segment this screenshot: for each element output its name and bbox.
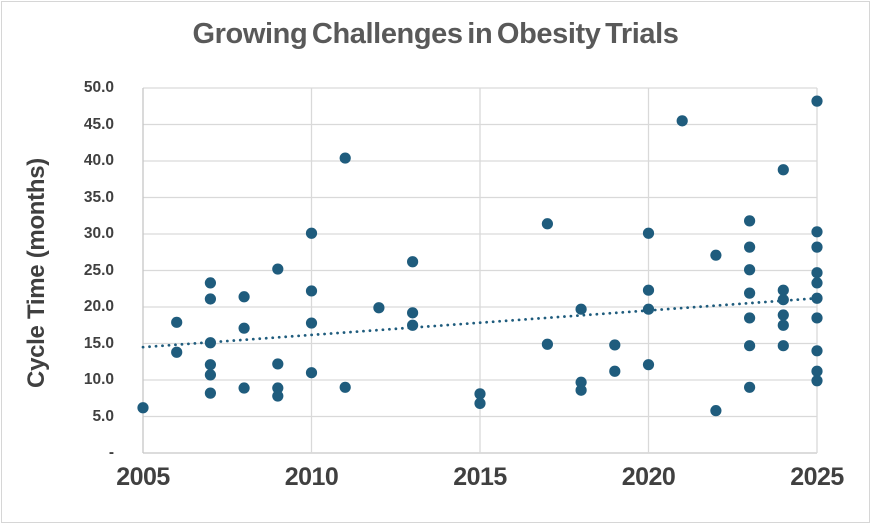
data-point [744, 264, 756, 276]
data-point [811, 345, 823, 357]
data-point [474, 388, 486, 400]
data-point [811, 267, 823, 279]
y-tick-label: 25.0 [83, 261, 114, 279]
data-point [272, 390, 284, 402]
data-point [609, 339, 621, 351]
data-point [407, 307, 419, 319]
data-point [811, 95, 823, 107]
data-point [238, 382, 250, 394]
data-point [373, 302, 385, 314]
data-point [541, 338, 553, 350]
data-point [204, 293, 216, 305]
x-tick-label: 2005 [116, 463, 170, 491]
data-point [305, 227, 318, 239]
y-tick-label: 50.0 [83, 79, 114, 96]
y-tick-label: 10.0 [83, 371, 114, 388]
data-point [339, 152, 351, 164]
data-point [811, 241, 823, 253]
x-tick-label: 2020 [621, 463, 676, 491]
data-point [474, 397, 486, 409]
y-tick-label: 20.0 [83, 298, 114, 315]
data-point [204, 277, 216, 289]
data-point [305, 285, 318, 297]
chart-title: Growing Challenges in Obesity Trials [192, 18, 679, 50]
data-point [407, 319, 419, 331]
data-point [744, 287, 756, 299]
data-point [777, 164, 789, 176]
data-point [575, 303, 587, 315]
data-point [609, 365, 621, 377]
data-point [541, 218, 553, 230]
data-point [642, 359, 655, 371]
data-point [272, 358, 284, 370]
data-point [305, 367, 318, 379]
data-point [777, 319, 789, 331]
y-tick-label: 45.0 [83, 115, 114, 133]
x-tick-label: 2015 [453, 463, 507, 491]
data-point [676, 115, 688, 127]
data-point [642, 284, 655, 296]
data-point [744, 381, 756, 393]
data-point [811, 375, 823, 387]
data-point [710, 405, 722, 417]
trendline [141, 296, 819, 349]
data-point [204, 337, 216, 349]
data-point [811, 292, 823, 304]
data-point [339, 381, 351, 393]
data-point [777, 309, 789, 321]
data-point [811, 277, 823, 289]
plot-area [137, 87, 823, 454]
data-point [238, 322, 250, 334]
data-point [407, 256, 419, 268]
data-point [171, 316, 183, 328]
y-tick-label: 30.0 [83, 225, 114, 242]
data-point [777, 340, 789, 352]
data-point [137, 402, 149, 414]
data-point [811, 312, 823, 324]
y-tick-label: 35.0 [83, 188, 114, 206]
data-point [777, 284, 789, 296]
data-point [744, 215, 756, 227]
data-point [272, 382, 284, 394]
data-point [204, 369, 216, 381]
data-point [305, 317, 318, 329]
data-point [575, 384, 587, 396]
data-point [777, 294, 789, 306]
data-point [744, 340, 756, 352]
data-point [238, 291, 250, 303]
x-tick-label: 2010 [284, 463, 339, 491]
data-point [811, 226, 823, 238]
data-point [204, 387, 216, 399]
data-point [744, 312, 756, 324]
data-point [272, 263, 284, 275]
data-point [744, 241, 756, 253]
data-point [204, 359, 216, 371]
data-point [710, 249, 722, 261]
y-tick-label: 40.0 [83, 152, 114, 169]
data-point [642, 303, 655, 315]
data-point [171, 346, 183, 358]
data-point [811, 365, 823, 377]
y-tick-label: 15.0 [83, 334, 114, 352]
y-tick-label: - [108, 444, 114, 461]
y-tick-label: 5.0 [92, 407, 114, 425]
x-tick-label: 2025 [790, 463, 844, 491]
data-point [575, 376, 587, 388]
data-point [642, 227, 655, 239]
